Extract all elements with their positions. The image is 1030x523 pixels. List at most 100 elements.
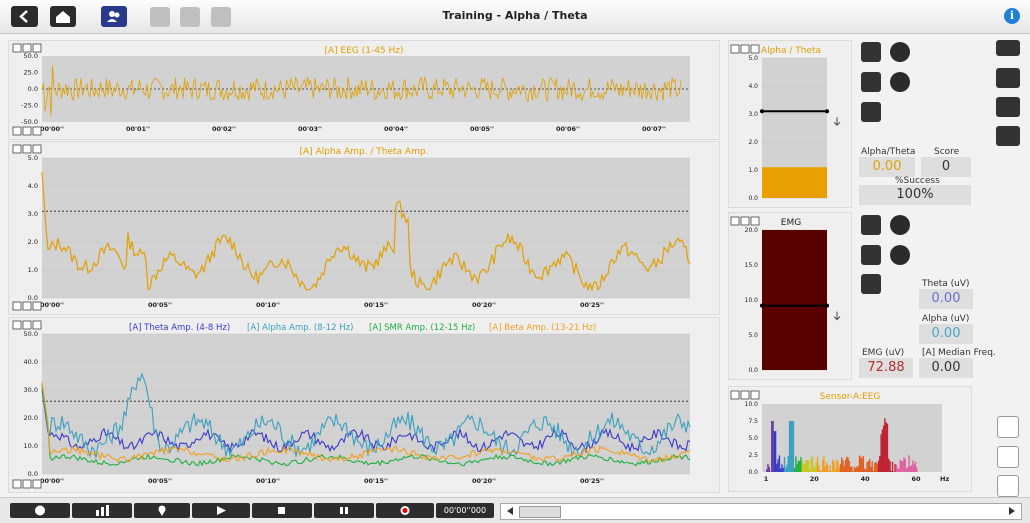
zoom-control-2 bbox=[33, 127, 41, 135]
pause-button[interactable] bbox=[314, 503, 374, 518]
spectrum-bin bbox=[779, 455, 780, 472]
navigate-button[interactable] bbox=[10, 503, 70, 518]
bars-button[interactable] bbox=[72, 503, 132, 518]
spectrum-bin bbox=[868, 461, 869, 472]
threshold-manual-button[interactable] bbox=[861, 72, 881, 92]
page-title: Training - Alpha / Theta bbox=[0, 9, 1030, 22]
stop-button[interactable] bbox=[252, 503, 312, 518]
zoom-control-0 bbox=[13, 321, 21, 329]
speaker-icon[interactable] bbox=[996, 126, 1020, 146]
spectrum-bin bbox=[840, 464, 841, 472]
eye-off-icon[interactable] bbox=[890, 72, 910, 92]
scroll-right-icon[interactable] bbox=[1009, 507, 1015, 515]
spectrum-bin bbox=[807, 460, 808, 472]
eeg-x-tick: 00'00'' bbox=[40, 125, 64, 133]
spectrum-bin bbox=[911, 465, 912, 472]
scroll-thumb[interactable] bbox=[519, 506, 561, 518]
spectrum-bin bbox=[832, 460, 833, 472]
emg-eye-off-icon[interactable] bbox=[890, 245, 910, 265]
spectrum-bin bbox=[891, 471, 892, 472]
play-button[interactable] bbox=[192, 503, 250, 518]
eye-icon[interactable] bbox=[890, 42, 910, 62]
spectrum-bin bbox=[877, 464, 878, 472]
spectrum-x-unit: Hz bbox=[940, 475, 949, 483]
marker-button[interactable] bbox=[134, 503, 190, 518]
timeline-scrollbar[interactable] bbox=[500, 503, 1022, 520]
zoom-control-1 bbox=[23, 145, 31, 153]
spectrum-bin bbox=[798, 461, 799, 472]
spectrum-x-tick: 60 bbox=[911, 475, 921, 483]
spectrum-bin bbox=[838, 468, 839, 472]
spectrum-bin bbox=[872, 461, 873, 472]
amp-y-tick: 50.0 bbox=[24, 330, 38, 338]
shuffle-button[interactable] bbox=[861, 102, 881, 122]
threshold-auto-button[interactable] bbox=[861, 42, 881, 62]
info-icon[interactable]: i bbox=[1004, 8, 1020, 24]
pause-icon bbox=[314, 503, 374, 518]
spectrum-bin bbox=[812, 456, 813, 472]
reset-numbers-button[interactable] bbox=[997, 475, 1019, 497]
map-pin-icon bbox=[134, 503, 190, 518]
zoom-control-2 bbox=[751, 217, 759, 225]
spectrum-bin bbox=[866, 462, 867, 472]
view-numbers-button[interactable] bbox=[997, 416, 1019, 438]
ratio-y-tick: 0.0 bbox=[28, 294, 38, 302]
alpha-theta-value: 0.00 bbox=[859, 157, 915, 177]
ratio-y-tick: 4.0 bbox=[28, 182, 38, 190]
scroll-left-icon[interactable] bbox=[507, 507, 513, 515]
spectrum-bin bbox=[824, 467, 825, 472]
spectrum-bin bbox=[769, 467, 770, 472]
hide-numbers-button[interactable] bbox=[997, 446, 1019, 468]
speaker-icon[interactable] bbox=[996, 97, 1020, 117]
spectrum-bin bbox=[858, 466, 859, 472]
spectrum-bin bbox=[889, 461, 890, 472]
spectrum-bin bbox=[772, 421, 773, 472]
amp-y-tick: 20.0 bbox=[24, 414, 38, 422]
speaker-icon[interactable] bbox=[996, 68, 1020, 88]
emg-threshold-manual-button[interactable] bbox=[861, 245, 881, 265]
spectrum-bin bbox=[863, 456, 864, 472]
spectrum-bin bbox=[826, 462, 827, 472]
eeg-x-tick: 00'07'' bbox=[642, 125, 666, 133]
emg-label: EMG (uV) bbox=[862, 348, 904, 358]
record-button[interactable] bbox=[376, 503, 434, 518]
spectrum-bin bbox=[912, 461, 913, 472]
swap-button[interactable] bbox=[996, 40, 1020, 56]
spectrum-bin bbox=[852, 471, 853, 472]
eeg-chart: [A] EEG (1-45 Hz)50.025.00.0-25.0-50.000… bbox=[9, 41, 719, 139]
amplitude-chart: [A] Theta Amp. (4-8 Hz)[A] Alpha Amp. (8… bbox=[9, 318, 719, 492]
zoom-control-1 bbox=[741, 217, 749, 225]
time-display: 00'00''000 bbox=[436, 503, 494, 518]
alpha-theta-y-tick: 3.0 bbox=[748, 111, 758, 118]
alpha-theta-label: Alpha/Theta bbox=[861, 147, 915, 157]
zoom-control-2 bbox=[33, 480, 41, 488]
spectrum-bin bbox=[771, 421, 772, 472]
spectrum-bin bbox=[814, 467, 815, 472]
spectrum-bin bbox=[819, 470, 820, 472]
spectrum-bin bbox=[915, 462, 916, 472]
spectrum-bin bbox=[791, 421, 792, 472]
spectrum-bin bbox=[855, 468, 856, 472]
spectrum-bin bbox=[803, 465, 804, 472]
ratio-x-tick: 00'25'' bbox=[580, 301, 604, 309]
score-value: 0 bbox=[921, 157, 971, 177]
emg-threshold-auto-button[interactable] bbox=[861, 215, 881, 235]
spectrum-bin bbox=[910, 466, 911, 472]
spectrum-bin bbox=[788, 456, 789, 472]
theta-value: 0.00 bbox=[919, 289, 973, 309]
amp-x-tick: 00'00'' bbox=[40, 477, 64, 485]
emg-eye-icon[interactable] bbox=[890, 215, 910, 235]
spectrum-bin bbox=[827, 465, 828, 472]
spectrum-bin bbox=[833, 462, 834, 472]
emg-y-tick: 20.0 bbox=[745, 227, 759, 234]
emg-shuffle-button[interactable] bbox=[861, 274, 881, 294]
spectrum-bin bbox=[816, 462, 817, 472]
spectrum-bin bbox=[774, 431, 775, 472]
zoom-control-0 bbox=[731, 391, 739, 399]
spectrum-bin bbox=[809, 470, 810, 472]
spectrum-bin bbox=[846, 457, 847, 472]
spectrum-x-tick: 1 bbox=[764, 475, 769, 483]
